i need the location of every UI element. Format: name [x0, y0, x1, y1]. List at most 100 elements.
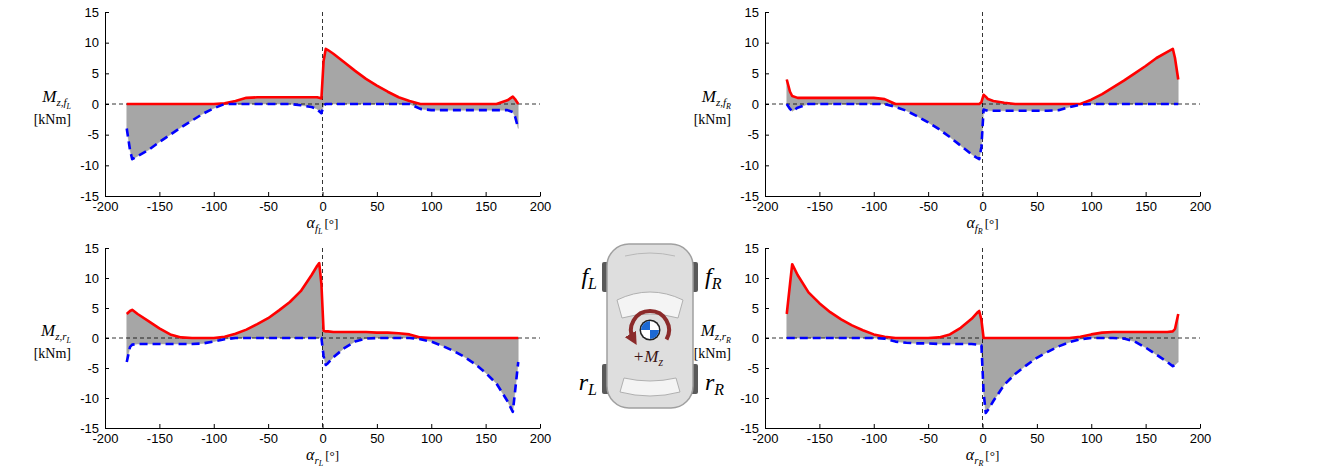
x-axis: -200-150-100-50050100150200: [92, 192, 551, 214]
y-tick-label: -10: [740, 391, 759, 406]
y-title-subsub: L: [66, 102, 72, 111]
figure-svg: -200-150-100-50050100150200-15-10-505101…: [0, 0, 1325, 472]
car-rear-window: [620, 378, 680, 396]
y-tick-label: -15: [80, 189, 99, 204]
x-tick-mark: [214, 192, 215, 196]
x-tick-label: 100: [1081, 199, 1103, 214]
y-tick-label: -10: [740, 158, 759, 173]
y-title-sub: z,r: [54, 330, 67, 342]
series-lines: [787, 264, 1179, 413]
y-tick-label: 10: [745, 35, 759, 50]
car-windshield: [617, 292, 683, 318]
x-tick: -100: [861, 424, 887, 446]
y-tick-mark: [765, 104, 769, 105]
x-tick-label: 200: [1190, 199, 1212, 214]
y-tick-mark: [105, 398, 109, 399]
y-tick: 10: [745, 35, 769, 50]
x-tick-mark: [1037, 424, 1038, 428]
wheel-label: fR: [705, 263, 722, 292]
x-tick: 100: [1081, 424, 1103, 446]
y-tick-mark: [105, 165, 109, 166]
x-tick-mark: [159, 192, 160, 196]
y-tick: 10: [745, 271, 769, 286]
x-tick-mark: [431, 192, 432, 196]
x-tick-label: 50: [370, 199, 384, 214]
x-tick-mark: [874, 192, 875, 196]
y-tick-label: -5: [87, 127, 99, 142]
x-tick-label: -100: [861, 431, 887, 446]
wheel-label: rL: [579, 369, 597, 398]
series-lines: [787, 49, 1179, 159]
y-tick-mark: [105, 428, 109, 429]
x-tick-label: 200: [1190, 431, 1212, 446]
x-tick-label: 100: [421, 199, 443, 214]
upper-envelope: [127, 49, 519, 104]
x-tick-mark: [323, 192, 324, 196]
y-tick-mark: [765, 308, 769, 309]
moment-label-main: +M: [633, 347, 659, 366]
y-tick: -5: [747, 127, 769, 142]
x-tick-label: 50: [1030, 199, 1044, 214]
y-tick-label: -15: [80, 421, 99, 436]
y-title-main: M: [700, 321, 716, 340]
x-tick-mark: [540, 424, 541, 428]
lower-envelope: [127, 104, 519, 159]
y-tick-mark: [765, 428, 769, 429]
x-axis-title: αrR[°]: [966, 446, 999, 468]
y-tick: 5: [92, 66, 109, 81]
y-tick: 15: [85, 5, 109, 20]
y-tick-mark: [765, 248, 769, 249]
x-axis-line: [766, 196, 1201, 197]
upper-envelope: [127, 263, 519, 338]
x-tick-mark: [983, 192, 984, 196]
x-tick-label: 100: [421, 431, 443, 446]
x-tick: 0: [979, 192, 986, 214]
logo: [641, 321, 650, 330]
x-tick-label: -100: [201, 431, 227, 446]
x-tick-label: -100: [861, 199, 887, 214]
y-tick: 15: [85, 241, 109, 256]
x-tick-mark: [323, 424, 324, 428]
x-tick-mark: [1091, 424, 1092, 428]
wheel-label-sub: R: [713, 381, 724, 398]
y-axis-title: Mz,rR: [700, 321, 731, 345]
y-tick-label: 0: [92, 331, 99, 346]
y-title-subsub: L: [66, 336, 72, 345]
y-tick: -15: [80, 421, 109, 436]
x-axis: -200-150-100-50050100150200: [92, 424, 551, 446]
y-tick-label: 5: [92, 301, 99, 316]
x-tick-label: 50: [370, 431, 384, 446]
y-axis: -15-10-5051015: [80, 5, 109, 204]
y-tick-mark: [765, 278, 769, 279]
y-tick: -10: [80, 158, 109, 173]
x-tick: -50: [919, 192, 938, 214]
moment-arrow: [631, 311, 669, 339]
y-tick: 15: [745, 5, 769, 20]
car-body: [607, 244, 693, 408]
y-tick-label: 5: [752, 301, 759, 316]
x-tick-mark: [214, 424, 215, 428]
y-tick: -10: [80, 391, 109, 406]
wheel-label-sub: L: [587, 381, 597, 398]
lower-envelope: [127, 338, 519, 412]
y-tick-mark: [105, 368, 109, 369]
x-title-unit: [°]: [325, 216, 339, 231]
x-axis-line: [106, 196, 541, 197]
x-axis: -200-150-100-50050100150200: [752, 424, 1211, 446]
y-tick: 5: [752, 66, 769, 81]
x-tick-label: 200: [530, 199, 552, 214]
car-diagram: +MzfLfRrLrR: [579, 244, 725, 408]
x-axis-title: αfR[°]: [966, 214, 998, 236]
x-tick-label: 0: [979, 199, 986, 214]
y-tick: 10: [85, 35, 109, 50]
x-tick: 0: [979, 424, 986, 446]
y-axis: -15-10-5051015: [740, 5, 769, 204]
x-tick-mark: [1037, 192, 1038, 196]
y-tick: 0: [752, 97, 769, 112]
y-tick-mark: [105, 278, 109, 279]
y-tick-label: -5: [747, 127, 759, 142]
y-tick-mark: [765, 73, 769, 74]
x-tick-label: 0: [319, 199, 326, 214]
y-title-main: M: [41, 87, 57, 106]
x-tick: -100: [201, 424, 227, 446]
